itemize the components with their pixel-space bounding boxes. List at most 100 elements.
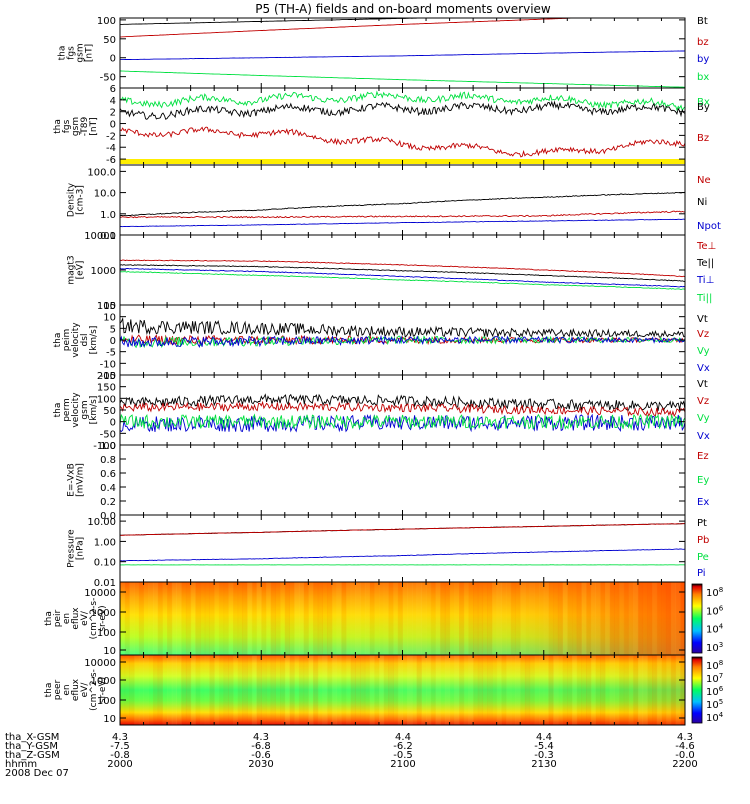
spectrogram-band (252, 582, 257, 655)
spectrogram-band (525, 582, 530, 655)
spectrogram-band (205, 582, 210, 655)
panel-frame (120, 18, 685, 88)
spectrogram-band (431, 582, 436, 655)
spectrogram-band (412, 655, 417, 725)
y-axis-label-text: thapeerenefluxeV/(cm^2-s-sr-eV) (44, 669, 108, 711)
y-tick-label: 0.2 (100, 497, 116, 508)
spectrogram-band (322, 582, 327, 655)
spectrogram-band (450, 582, 455, 655)
spectrogram-band (417, 655, 422, 725)
spectrogram-band (290, 655, 295, 725)
y-tick-label: 10.0 (94, 189, 116, 200)
legend-label-te-: Te⊥ (696, 241, 716, 252)
spectrogram-band (139, 582, 144, 655)
footer-date: 2008 Dec 07 (5, 768, 69, 779)
spectrogram-band (360, 582, 365, 655)
spectrogram-band (337, 582, 342, 655)
spectrogram-band (403, 655, 408, 725)
spectrogram-band (257, 655, 262, 725)
y-axis-label: magt3[eV] (67, 255, 86, 284)
spectrogram-band (313, 582, 318, 655)
spectrogram-band (332, 582, 337, 655)
spectrogram-band (365, 582, 370, 655)
spectrogram-band (388, 655, 393, 725)
spectrogram-band (388, 582, 393, 655)
spectrogram-band (516, 582, 521, 655)
y-axis-label-text: E=-VxB[mV/m] (67, 463, 86, 497)
spectrogram-band (233, 582, 238, 655)
spectrogram-band (421, 655, 426, 725)
y-tick-label: 0.10 (94, 558, 116, 569)
legend-label-vy: Vy (697, 413, 710, 424)
spectrogram-band (426, 582, 431, 655)
y-tick-label: 1000 (91, 266, 116, 277)
y-tick-label: 0.4 (100, 483, 116, 494)
spectrogram-band (266, 582, 271, 655)
y-axis-label-text: Density[cm-3] (67, 182, 86, 217)
spectrogram-band (318, 582, 323, 655)
spectrogram-band (516, 655, 521, 725)
spectrogram-band (591, 655, 596, 725)
y-tick-label: 150 (97, 383, 116, 394)
footer-value: 2200 (672, 759, 697, 770)
spectrogram-band (228, 582, 233, 655)
spectrogram-band (638, 655, 643, 725)
footer-value: 2130 (531, 759, 556, 770)
y-axis-label: thapeirenefluxeV/(cm^2-s-sr-eV) (44, 598, 108, 640)
spectrogram-band (242, 655, 247, 725)
spectrogram-band (407, 582, 412, 655)
spectrogram-band (214, 655, 219, 725)
spectrogram-band (327, 655, 332, 725)
spectrogram-band (657, 582, 662, 655)
x-ticks (120, 88, 685, 165)
spectrogram-band (341, 582, 346, 655)
spectrogram-band (440, 582, 445, 655)
spectrogram-band (120, 582, 125, 655)
panel-frame (120, 165, 685, 235)
y-tick-label: -50 (100, 429, 116, 440)
spectrogram-band (572, 655, 577, 725)
spectrogram-band (445, 655, 450, 725)
spectrogram-band (497, 582, 502, 655)
spectrogram-bands (120, 655, 686, 725)
spectrogram-band (534, 582, 539, 655)
colorbar-tick-label: 105 (706, 698, 723, 711)
spectrogram-band (337, 655, 342, 725)
y-axis-label: Density[cm-3] (67, 182, 86, 217)
series-vt-line (120, 319, 685, 337)
legend-label-pt: Pt (697, 518, 707, 529)
y-axis-label: thafgsgsm-T89[nT] (53, 117, 99, 137)
spectrogram-band (299, 582, 304, 655)
spectrogram-band (614, 582, 619, 655)
y-tick-label: 10 (103, 714, 116, 725)
spectrogram-band (506, 655, 511, 725)
spectrogram-band (553, 655, 558, 725)
spectrogram-band (313, 655, 318, 725)
spectrogram-band (666, 655, 671, 725)
y-tick-label: 10000 (84, 658, 116, 669)
panel-frame (120, 445, 685, 515)
spectrogram-band (275, 582, 280, 655)
y-tick-label: 10000 (84, 231, 116, 242)
series-vt-line (120, 395, 685, 411)
series-by-line (120, 102, 685, 119)
spectrogram-band (365, 655, 370, 725)
spectrogram-band (242, 582, 247, 655)
spectrogram-band (421, 582, 426, 655)
spectrogram-band (567, 655, 572, 725)
spectrogram-band (581, 582, 586, 655)
spectrogram-band (671, 655, 676, 725)
spectrogram-band (134, 582, 139, 655)
colorbar-tick-label: 108 (706, 586, 723, 599)
series-lines (120, 319, 685, 348)
spectrogram-band (539, 582, 544, 655)
spectrogram-band (393, 655, 398, 725)
